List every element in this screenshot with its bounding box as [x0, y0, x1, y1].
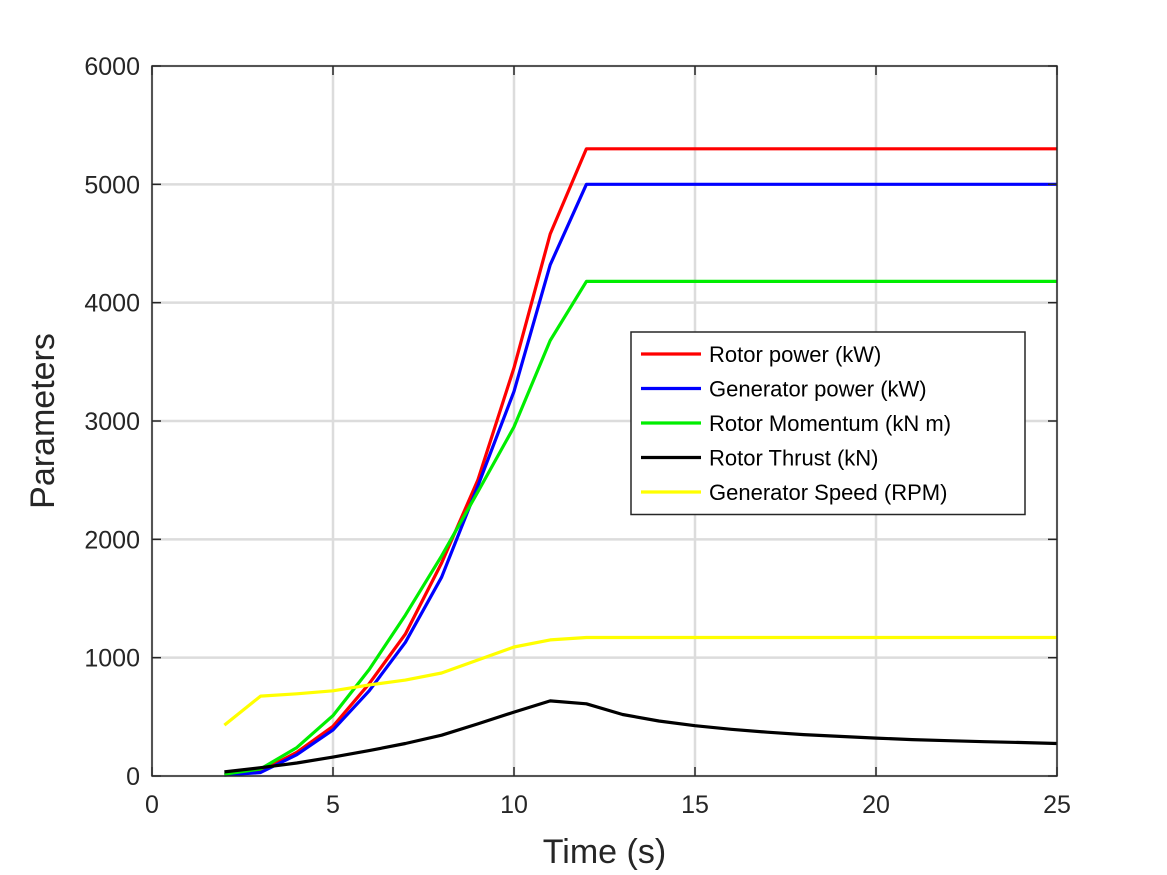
x-tick-label: 25 [1043, 791, 1071, 819]
series-line-3 [224, 699, 1058, 774]
y-tick-label: 6000 [84, 53, 140, 81]
y-tick-label: 3000 [84, 408, 140, 436]
legend-label-1: Generator power (kW) [709, 377, 927, 402]
x-tick-label: 15 [681, 791, 709, 819]
y-axis-title: Parameters [24, 333, 62, 509]
x-tick-label: 10 [500, 791, 528, 819]
x-tick-label: 5 [326, 791, 340, 819]
legend-label-0: Rotor power (kW) [709, 342, 881, 367]
x-axis-title: Time (s) [543, 833, 666, 871]
x-tick-label: 0 [145, 791, 159, 819]
series-line-2 [224, 279, 1057, 776]
axis-ticks: 0 5 10 15 20 25 0 1000 2000 3000 4000 5000 6000 [84, 53, 1071, 819]
legend-label-3: Rotor Thrust (kN) [709, 446, 879, 471]
y-tick-label: 5000 [84, 171, 140, 199]
y-tick-label: 2000 [84, 526, 140, 554]
y-tick-label: 0 [126, 763, 140, 791]
x-tick-label: 20 [862, 791, 890, 819]
y-tick-label: 1000 [84, 645, 140, 673]
series-line-0 [224, 147, 1057, 777]
legend-label-2: Rotor Momentum (kN m) [709, 411, 951, 436]
series-line-1 [224, 182, 1057, 777]
legend-label-4: Generator Speed (RPM) [709, 480, 947, 505]
series-line-4 [223, 635, 1057, 727]
series-lines [223, 147, 1058, 777]
legend: Rotor power (kW) Generator power (kW) Roto… [630, 331, 1026, 516]
y-tick-label: 4000 [84, 290, 140, 318]
